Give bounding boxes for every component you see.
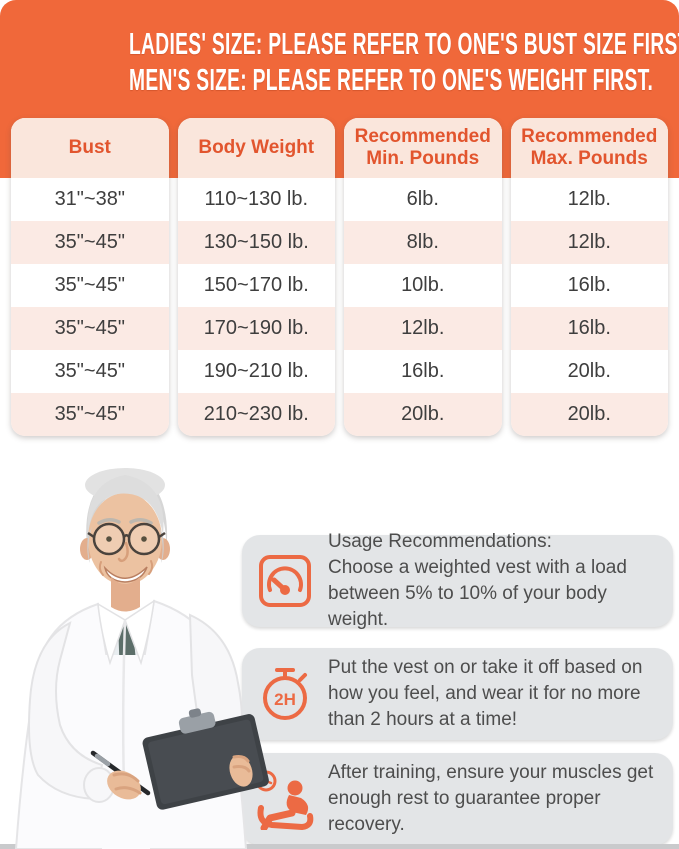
column-header-min-pounds: Recommended Min. Pounds (344, 118, 502, 178)
table-column-body-weight: Body Weight 110~130 lb. 130~150 lb. 150~… (177, 118, 335, 436)
rest-recovery-icon (242, 768, 328, 830)
table-cell: 31"~38" (11, 178, 169, 221)
table-cell: 8lb. (344, 221, 502, 264)
table-cell: 110~130 lb. (177, 178, 335, 221)
banner-line-men: MEN'S SIZE: PLEASE REFER TO ONE'S WEIGHT… (129, 62, 654, 97)
table-cell: 16lb. (510, 264, 668, 307)
table-cell: 35"~45" (11, 307, 169, 350)
recovery-card: After training, ensure your muscles get … (242, 753, 673, 845)
table-cell: 20lb. (344, 393, 502, 436)
table-cell: 35"~45" (11, 221, 169, 264)
usage-recommendation-card: Usage Recommendations: Choose a weighted… (242, 531, 673, 630)
table-column-bust: Bust 31"~38" 35"~45" 35"~45" 35"~45" 35"… (11, 118, 169, 436)
table-column-min-pounds: Recommended Min. Pounds 6lb. 8lb. 10lb. … (344, 118, 502, 436)
table-cell: 20lb. (510, 393, 668, 436)
table-cell: 16lb. (510, 307, 668, 350)
table-column-max-pounds: Recommended Max. Pounds 12lb. 12lb. 16lb… (510, 118, 668, 436)
gauge-icon (242, 553, 328, 609)
table-cell: 6lb. (344, 178, 502, 221)
table-cell: 130~150 lb. (177, 221, 335, 264)
column-header-max-pounds: Recommended Max. Pounds (510, 118, 668, 178)
table-cell: 35"~45" (11, 264, 169, 307)
table-cell: 12lb. (510, 221, 668, 264)
table-cell: 190~210 lb. (177, 350, 335, 393)
table-cell: 35"~45" (11, 350, 169, 393)
size-table: Bust 31"~38" 35"~45" 35"~45" 35"~45" 35"… (11, 118, 668, 436)
wear-time-text: Put the vest on or take it off based on … (328, 657, 643, 730)
table-cell: 150~170 lb. (177, 264, 335, 307)
table-cell: 210~230 lb. (177, 393, 335, 436)
table-cell: 170~190 lb. (177, 307, 335, 350)
recovery-text: After training, ensure your muscles get … (328, 762, 654, 835)
usage-recommendation-text: Usage Recommendations: Choose a weighted… (328, 531, 627, 630)
stopwatch-2h-icon: 2H (242, 665, 328, 723)
svg-text:2H: 2H (274, 690, 296, 709)
table-cell: 12lb. (344, 307, 502, 350)
doctor-photo (14, 468, 269, 849)
table-cell: 35"~45" (11, 393, 169, 436)
bottom-divider-strip (0, 844, 679, 849)
table-cell: 16lb. (344, 350, 502, 393)
column-header-bust: Bust (11, 118, 169, 178)
table-cell: 12lb. (510, 178, 668, 221)
banner-line-ladies: LADIES' SIZE: PLEASE REFER TO ONE'S BUST… (129, 26, 679, 61)
table-cell: 20lb. (510, 350, 668, 393)
table-cell: 10lb. (344, 264, 502, 307)
wear-time-card: 2H Put the vest on or take it off based … (242, 648, 673, 740)
column-header-body-weight: Body Weight (177, 118, 335, 178)
banner-text: LADIES' SIZE: PLEASE REFER TO ONE'S BUST… (0, 26, 679, 98)
